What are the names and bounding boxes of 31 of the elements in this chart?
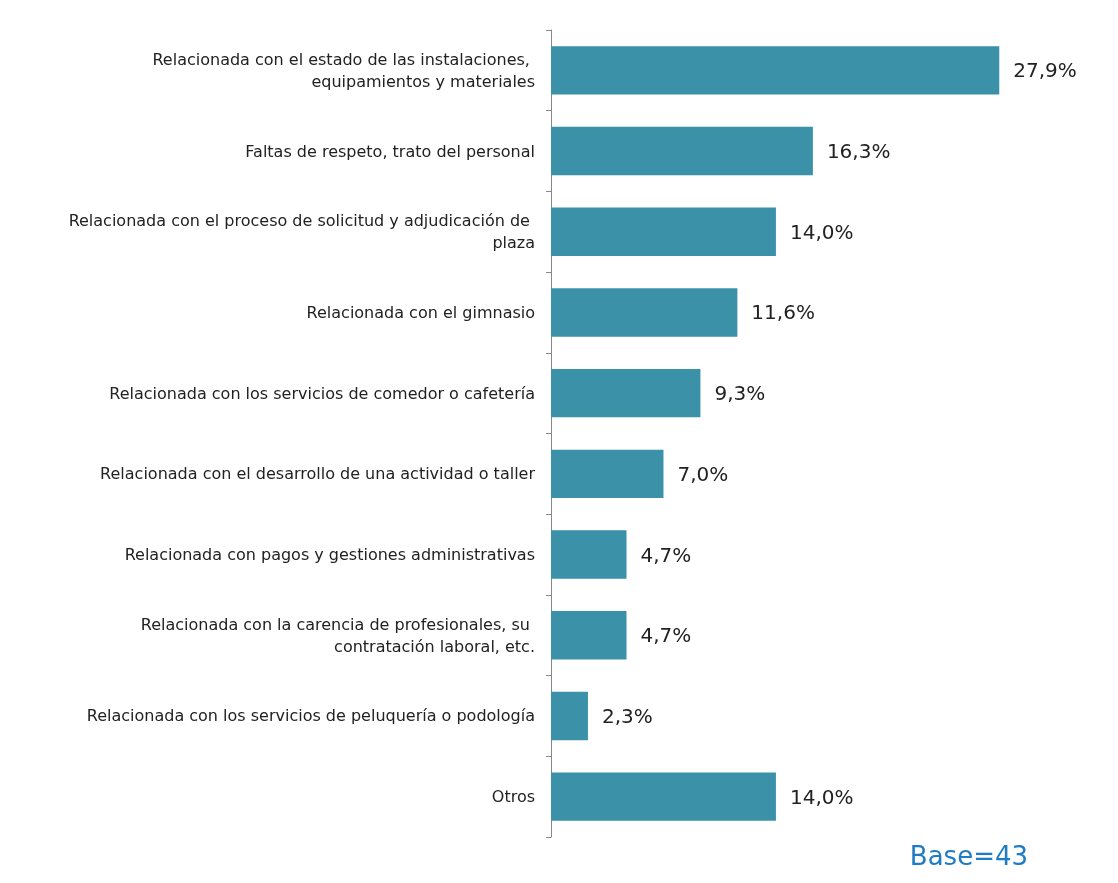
bar: [551, 207, 776, 256]
y-tick-label: Relacionada con el desarrollo de una actividad o taller: [100, 464, 536, 484]
y-tick-label: Relacionada con el gimnasio: [306, 302, 535, 322]
y-tick-label: Relacionada con pagos y gestiones administrativas: [124, 545, 535, 565]
bar: [551, 772, 776, 821]
bar: [551, 530, 627, 579]
data-label: 11,6%: [751, 300, 815, 325]
data-label: 7,0%: [677, 461, 729, 486]
bar: [551, 126, 813, 176]
y-tick-label: Relacionada con el proceso de solicitud y adjudicación de plaza: [68, 211, 535, 253]
y-tick-label: Otros: [491, 787, 535, 807]
data-label: 16,3%: [826, 139, 891, 164]
data-label: 4,7%: [640, 542, 692, 567]
y-tick-label: Faltas de respeto, trato del personal: [245, 141, 535, 161]
bar: [551, 368, 701, 418]
text: Base=43: [909, 841, 1029, 871]
bar: [551, 691, 588, 741]
y-tick-label: Relacionada con los servicios de peluquería o podología: [86, 706, 535, 726]
data-label: 2,3%: [601, 703, 653, 728]
bar: [551, 449, 664, 499]
bar: [551, 288, 738, 337]
data-label: 27,9%: [1013, 58, 1077, 83]
bar: [551, 46, 1000, 95]
y-tick-label: Relacionada con la carencia de profesionales, su contratación laboral, etc.: [140, 614, 535, 656]
data-label: 14,0%: [789, 784, 854, 809]
data-label: 9,3%: [714, 381, 766, 406]
data-label: 4,7%: [640, 623, 692, 648]
data-label: 14,0%: [789, 219, 854, 244]
y-tick-label: Relacionada con los servicios de comedor o cafetería: [109, 383, 535, 403]
bar: [551, 611, 627, 660]
y-tick-label: Relacionada con el estado de las instalaciones, equipamientos y materiales: [152, 49, 535, 91]
